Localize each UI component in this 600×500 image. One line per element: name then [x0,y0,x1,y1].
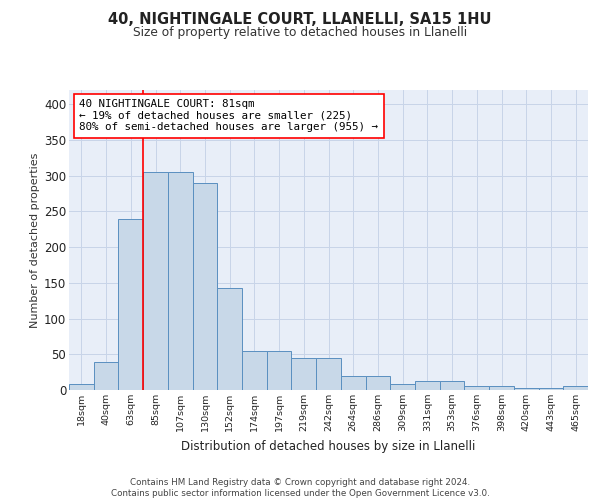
Bar [242,350,267,390]
Bar [69,384,94,390]
Bar [390,384,415,390]
Bar [563,386,588,390]
Bar [341,376,365,390]
Bar [440,382,464,390]
Bar [489,386,514,390]
Bar [464,386,489,390]
Y-axis label: Number of detached properties: Number of detached properties [30,152,40,328]
Text: Contains HM Land Registry data © Crown copyright and database right 2024.
Contai: Contains HM Land Registry data © Crown c… [110,478,490,498]
Bar [316,358,341,390]
Text: Size of property relative to detached houses in Llanelli: Size of property relative to detached ho… [133,26,467,39]
Text: 40, NIGHTINGALE COURT, LLANELLI, SA15 1HU: 40, NIGHTINGALE COURT, LLANELLI, SA15 1H… [108,12,492,28]
Bar [94,362,118,390]
Bar [143,172,168,390]
Bar [193,183,217,390]
Bar [168,172,193,390]
Bar [217,288,242,390]
Bar [514,388,539,390]
Bar [267,350,292,390]
Bar [539,388,563,390]
X-axis label: Distribution of detached houses by size in Llanelli: Distribution of detached houses by size … [181,440,476,452]
Text: 40 NIGHTINGALE COURT: 81sqm
← 19% of detached houses are smaller (225)
80% of se: 40 NIGHTINGALE COURT: 81sqm ← 19% of det… [79,99,379,132]
Bar [118,218,143,390]
Bar [292,358,316,390]
Bar [365,376,390,390]
Bar [415,382,440,390]
